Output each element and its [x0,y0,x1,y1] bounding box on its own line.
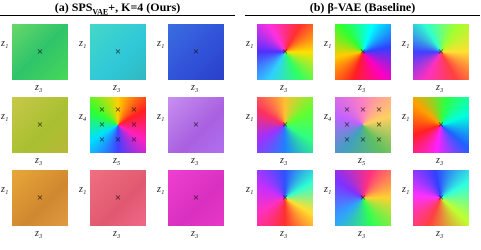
y-axis-label: z₁ [157,111,165,122]
cross-marker: × [359,133,367,146]
y-axis-label: z₁ [157,38,165,49]
x-axis-label: z₃ [358,228,366,239]
latent-image: × [257,97,313,153]
latent-image: × [335,170,391,226]
y-axis-label: z₁ [1,184,9,195]
panel-label: (b) [309,0,325,14]
cross-marker: × [114,191,122,204]
cross-marker: × [281,191,289,204]
latent-image: × [168,170,224,226]
cross-marker: × [437,45,445,58]
latent-image: × [335,24,391,80]
latent-image: × × × × × × × × [335,97,391,153]
y-axis-label: z₁ [402,111,410,122]
y-axis-label: z₁ [246,111,254,122]
cross-marker: × [281,45,289,58]
cross-marker: × [343,103,351,116]
latent-image: × [413,170,469,226]
latent-image: × [168,24,224,80]
x-axis-label: z₃ [436,155,444,166]
cross-marker: × [98,133,106,146]
cross-marker: × [359,103,367,116]
panel-label: (a) [54,0,69,14]
cross-marker: × [192,118,200,131]
cross-marker: × [36,191,44,204]
latent-image: × [90,170,146,226]
cross-marker: × [98,118,106,131]
y-axis-label: z₁ [246,38,254,49]
cross-marker: × [130,103,138,116]
title-sub: VAE [92,7,109,17]
cross-marker: × [281,118,289,131]
title-main: β-VAE (Baseline) [327,0,416,14]
cross-marker: × [98,103,106,116]
x-axis-label: z₅ [113,155,121,166]
latent-image: × [257,24,313,80]
y-axis-label: z₁ [324,184,332,195]
x-axis-label: z₅ [358,155,366,166]
latent-image: × [257,170,313,226]
latent-image: × [168,97,224,153]
cross-marker: × [343,118,351,131]
y-axis-label: z₁ [402,184,410,195]
title-main: SPS [71,0,93,14]
cross-marker: × [343,133,351,146]
cross-marker: × [437,118,445,131]
latent-image: × × × × × × × × [90,97,146,153]
y-axis-label: z₁ [79,184,87,195]
x-axis-label: z₃ [113,228,121,239]
title-rest: +, K=4 (Ours) [108,0,181,14]
cross-marker: × [192,45,200,58]
cross-marker: × [36,118,44,131]
x-axis-label: z₃ [191,155,199,166]
cross-marker: × [114,103,122,116]
x-axis-label: z₃ [113,82,121,93]
latent-image: × [413,24,469,80]
x-axis-label: z₃ [191,228,199,239]
x-axis-label: z₃ [358,82,366,93]
x-axis-label: z₃ [280,155,288,166]
panel-title: (a) SPSVAE+, K=4 (Ours) [0,0,235,16]
y-axis-label: z₁ [1,38,9,49]
latent-image: × [12,97,68,153]
cross-marker: × [114,45,122,58]
latent-image: × [90,24,146,80]
y-axis-label: z₁ [246,184,254,195]
y-axis-label: z₁ [157,184,165,195]
x-axis-label: z₃ [436,228,444,239]
y-axis-label: z₁ [1,111,9,122]
x-axis-label: z₃ [280,82,288,93]
cross-marker: × [359,45,367,58]
cross-marker: × [114,133,122,146]
x-axis-label: z₃ [35,155,43,166]
y-axis-label: z₁ [79,38,87,49]
latent-image: × [413,97,469,153]
cross-marker: × [437,191,445,204]
latent-image: × [12,170,68,226]
panel-title: (b) β-VAE (Baseline) [245,0,480,16]
cross-marker: × [375,133,383,146]
x-axis-label: z₃ [191,82,199,93]
y-axis-label: z₄ [324,111,332,122]
x-axis-label: z₃ [436,82,444,93]
x-axis-label: z₃ [35,228,43,239]
cross-marker: × [130,133,138,146]
latent-image: × [12,24,68,80]
cross-marker: × [192,191,200,204]
cross-marker: × [375,103,383,116]
y-axis-label: z₁ [402,38,410,49]
cross-marker: × [375,118,383,131]
cross-marker: × [359,191,367,204]
x-axis-label: z₃ [280,228,288,239]
cross-marker: × [130,118,138,131]
x-axis-label: z₃ [35,82,43,93]
y-axis-label: z₁ [324,38,332,49]
cross-marker: × [36,45,44,58]
y-axis-label: z₄ [79,111,87,122]
